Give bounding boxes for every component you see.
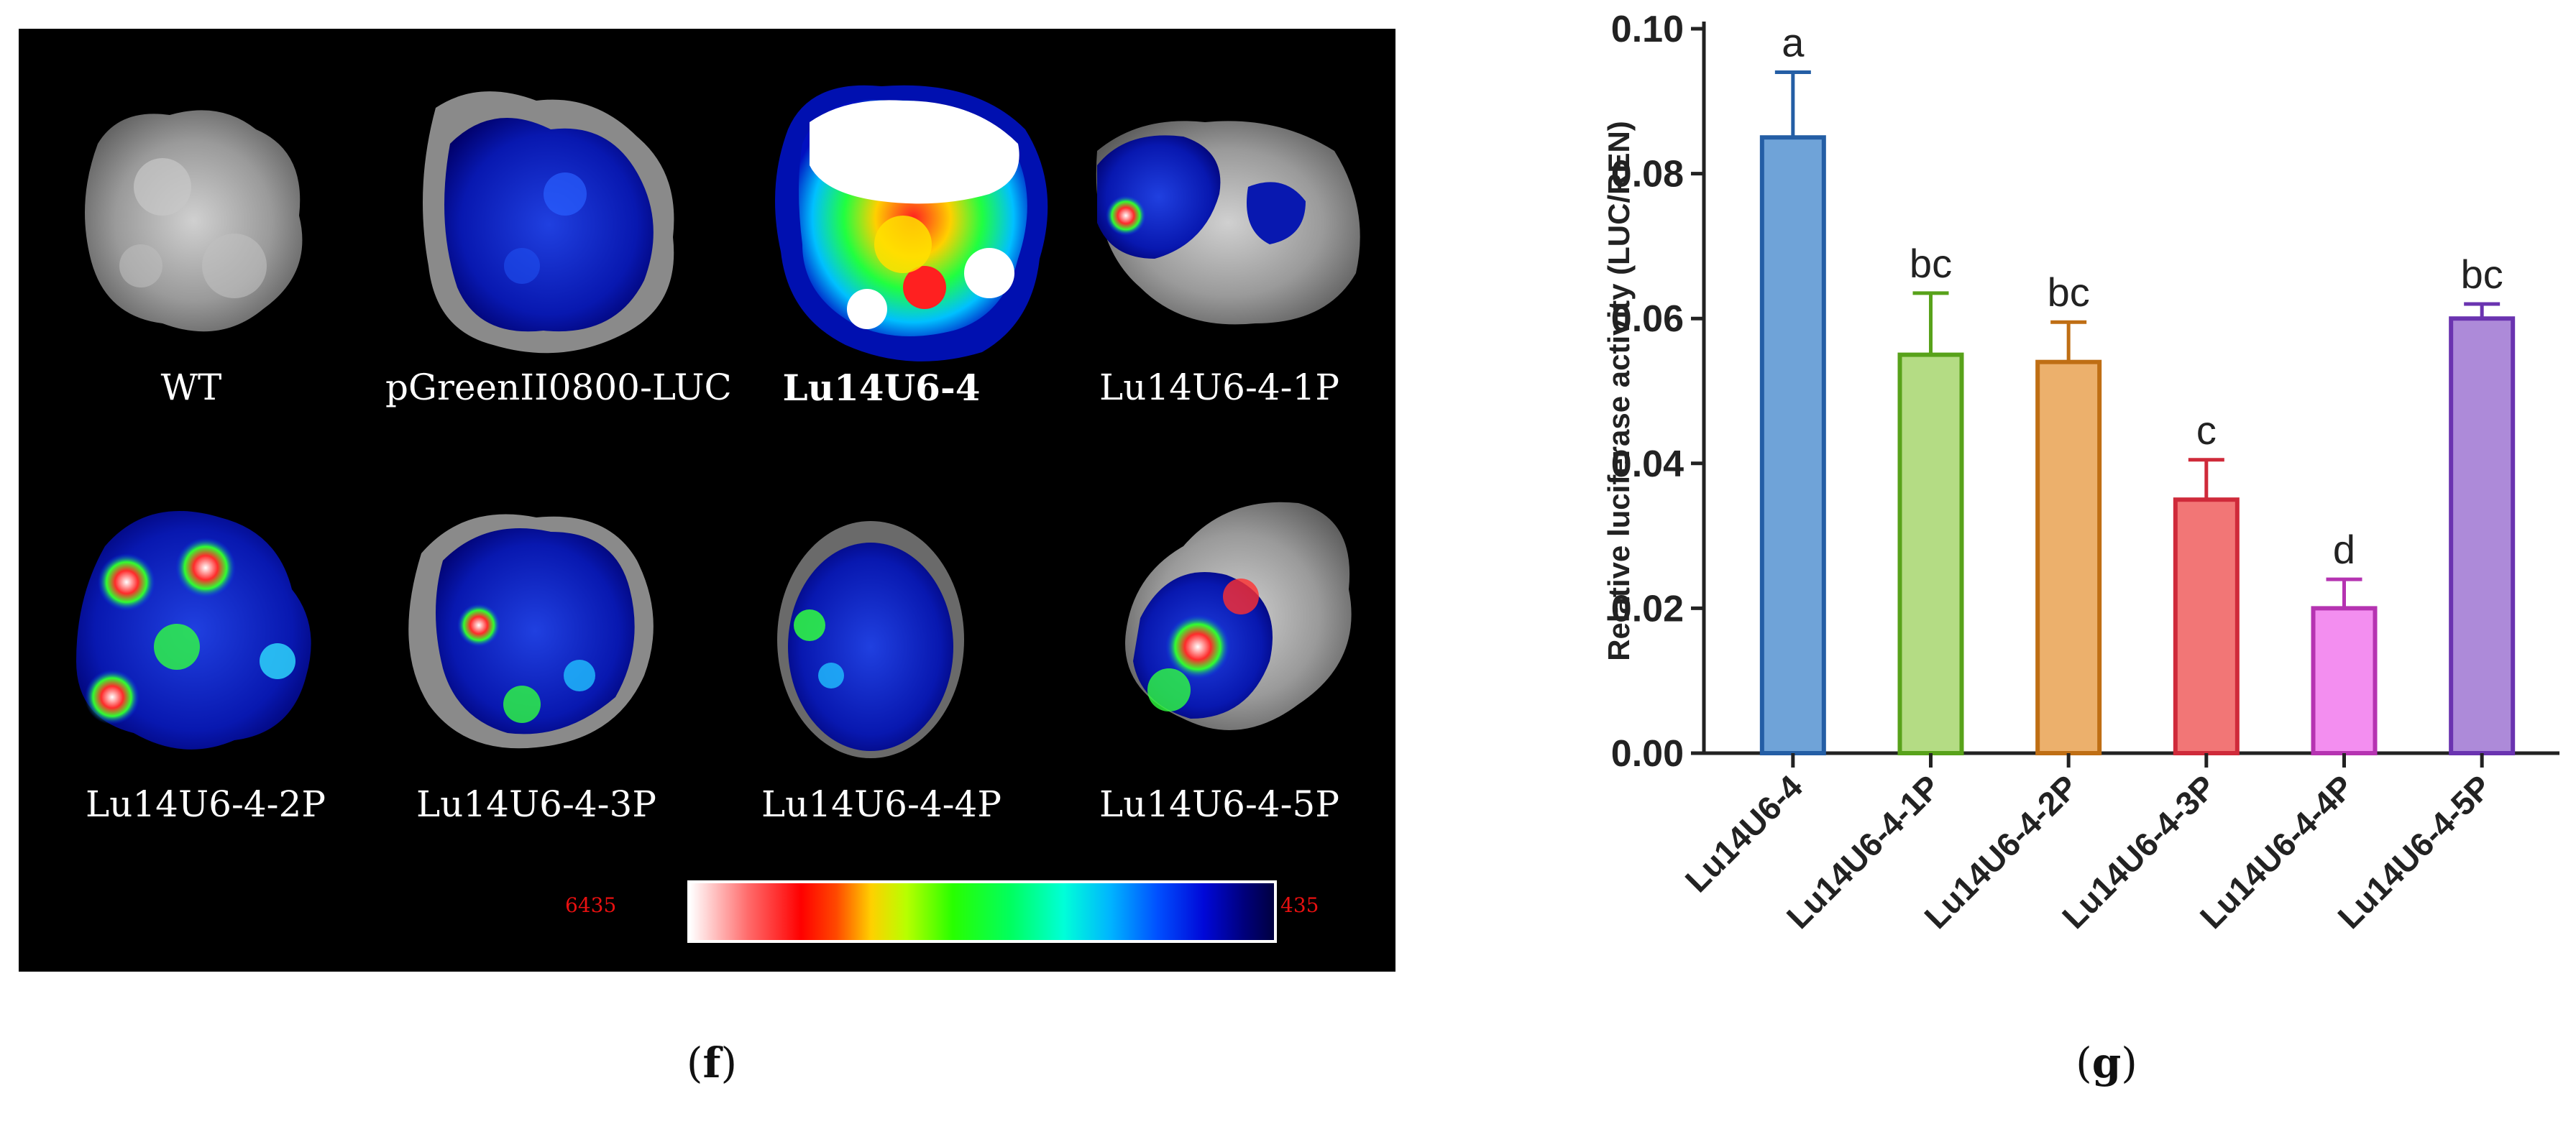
intensity-scale: 6435 435 [565,873,1399,959]
significance-label: a [1782,19,1805,65]
bar [2173,497,2240,755]
significance-label: bc [1910,241,1952,286]
bar [2449,316,2516,755]
y-axis-title: Relative luciferase activity (LUC/REN) [1603,121,1636,661]
color-scale-bar [687,880,1277,943]
y-tick-label: 0.02 [1611,588,1684,630]
sample-label-2: pGreenII0800-LUC [385,367,732,408]
y-tick-label: 0.06 [1611,298,1684,340]
sample-label-1: WT [160,367,222,408]
sample-pgreenii0800-luc [423,91,674,354]
sample-label-8: Lu14U6-4-5P [1099,783,1340,825]
y-tick-label: 0.10 [1611,9,1684,50]
sample-label-5: Lu14U6-4-2P [85,783,326,825]
y-tick-label: 0.00 [1611,733,1684,775]
bar [2035,359,2102,755]
sample-label-4: Lu14U6-4-1P [1099,367,1340,408]
sample-lu14u6-4 [775,85,1048,361]
sample-lu14u6-4-2p [76,511,311,750]
leaf-samples [76,85,1360,758]
scale-max-label: 6435 [565,893,617,917]
y-tick-label: 0.04 [1611,443,1684,485]
sample-lu14u6-4-1p [1096,121,1360,325]
panel-letter-f: (f) [686,1038,738,1087]
category-label: Lu14U6-4 [1678,768,1810,899]
bar [1897,352,1964,756]
significance-label: c [2196,407,2217,453]
luciferase-image-panel: WT pGreenII0800-LUC Lu14U6-4 Lu14U6-4-1P… [19,29,1395,972]
bar [1759,135,1826,755]
bar [2311,606,2378,756]
sample-label-6: Lu14U6-4-3P [416,783,657,825]
y-tick-label: 0.08 [1611,154,1684,195]
luciferase-activity-chart: 0.00 0.02 0.04 0.06 0.08 0.10 Relative lucifer… [1603,9,2559,936]
sample-lu14u6-4-3p [408,514,654,749]
sample-lu14u6-4-4p [777,521,964,758]
panel-letter-g: (g) [2076,1038,2137,1087]
significance-label: bc [2048,270,2090,315]
sample-label-3: Lu14U6-4 [782,367,981,409]
sample-lu14u6-4-5p [1125,502,1352,730]
significance-label: d [2333,527,2355,572]
sample-wt [85,110,303,332]
significance-label: bc [2461,252,2503,297]
sample-label-7: Lu14U6-4-4P [761,783,1002,825]
scale-min-label: 435 [1280,893,1319,917]
